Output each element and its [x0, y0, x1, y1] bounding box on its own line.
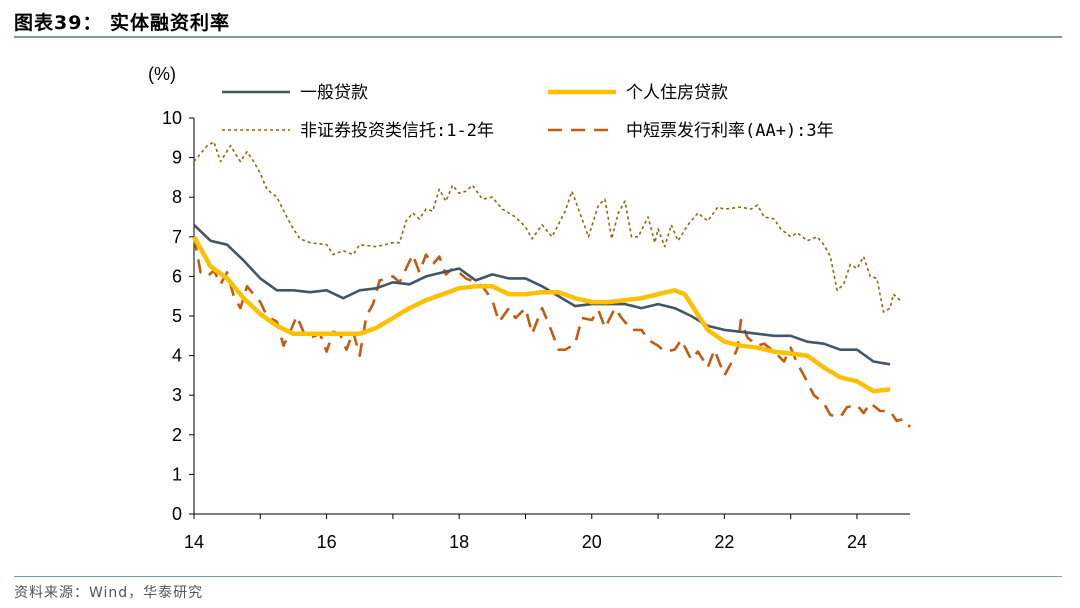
x-tick-label: 20: [582, 532, 602, 552]
y-tick-label: 2: [172, 425, 182, 445]
series-line-1: [193, 223, 891, 366]
y-tick-label: 8: [172, 187, 182, 207]
y-tick-label: 0: [172, 504, 182, 524]
y-tick-label: 7: [172, 227, 182, 247]
legend-label: 中短票发行利率(AA+):3年: [626, 121, 834, 141]
series-line-2: [192, 235, 891, 394]
source-divider: [14, 576, 1062, 577]
series-line-3: [193, 141, 901, 313]
y-tick-label: 9: [172, 148, 182, 168]
source-note: 资料来源：Wind，华泰研究: [14, 585, 204, 601]
x-tick-label: 22: [714, 532, 734, 552]
y-tick-label: 10: [162, 108, 182, 128]
legend-label: 个人住房贷款: [626, 83, 728, 103]
line-chart: 0 1 2 3 4 5 6 7 8 9 10 (%) 14 16 18 20 22 24 一般贷款 个人住房贷款非证…: [148, 64, 911, 552]
series-line-4: [192, 236, 911, 428]
x-tick-label: 16: [317, 532, 337, 552]
y-tick-label: 3: [172, 385, 182, 405]
y-tick-label: 6: [172, 266, 182, 286]
legend-label: 一般贷款: [300, 83, 368, 103]
legend-label: 非证券投资类信托:1-2年: [300, 121, 494, 141]
x-tick-label: 18: [449, 532, 469, 552]
y-tick-label: 5: [172, 306, 182, 326]
figure-title: 图表39： 实体融资利率: [14, 12, 231, 34]
y-tick-label: 1: [172, 464, 182, 484]
y-tick-label: 4: [172, 346, 182, 366]
x-tick-label: 24: [847, 532, 867, 552]
chart-axes: 0 1 2 3 4 5 6 7 8 9 10 (%) 14 16 18 20 22 24: [148, 64, 910, 552]
x-tick-label: 14: [184, 532, 204, 552]
chart-series: [192, 141, 911, 428]
title-divider: [14, 36, 1062, 38]
y-unit-label: (%): [148, 64, 176, 84]
